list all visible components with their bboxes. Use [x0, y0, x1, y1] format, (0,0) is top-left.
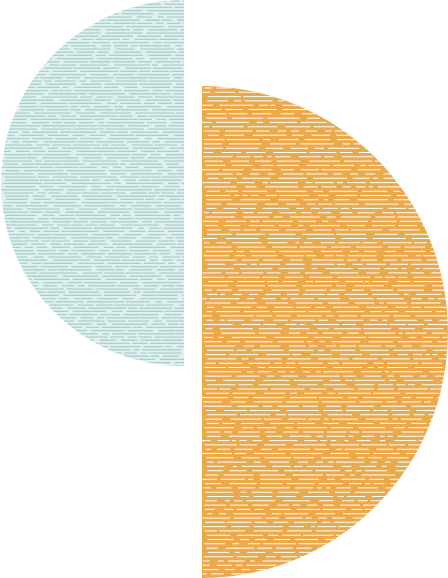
teal-half-circle — [1, 0, 184, 366]
orange-half-circle — [202, 86, 448, 578]
